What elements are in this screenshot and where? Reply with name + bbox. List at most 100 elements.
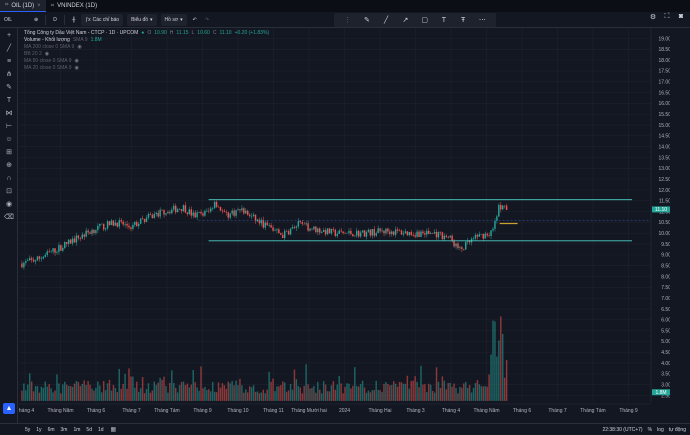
volume-bar — [69, 386, 72, 401]
text-icon[interactable]: T — [441, 16, 447, 24]
profile-button[interactable]: Hồ sơ ▾ — [160, 13, 187, 26]
eye-icon[interactable]: ◉ — [74, 58, 79, 64]
volume-bar — [414, 376, 416, 401]
range-button-1y[interactable]: 1y — [36, 426, 42, 433]
candle-body — [204, 210, 206, 216]
pattern-icon[interactable]: ⋈ — [5, 110, 13, 117]
candle-body — [139, 218, 142, 224]
indicator-bb[interactable]: BB 20 2 — [24, 51, 42, 57]
candle-body — [270, 225, 272, 228]
volume-bar — [276, 386, 278, 401]
price-tick-label: 19.00 — [658, 36, 670, 42]
tradingview-logo-icon[interactable]: ▲ — [3, 403, 15, 414]
volume-bar — [252, 385, 255, 401]
brush-icon[interactable]: ✎ — [363, 17, 370, 24]
candle-body — [283, 230, 286, 239]
line-icon[interactable]: ╱ — [384, 17, 389, 24]
pitchfork-icon[interactable]: ⋔ — [6, 71, 12, 78]
tab-vnindex[interactable]: ⌗ VNINDEX (1D) — [46, 0, 102, 12]
volume-bar — [451, 386, 453, 401]
eye-icon[interactable]: ◉ — [5, 201, 13, 208]
volume-tag — [652, 389, 670, 396]
indicator-ma200[interactable]: MA 200 close 0 SMA 9 — [24, 44, 75, 50]
text-note-icon[interactable]: Ŧ — [460, 16, 466, 24]
price-tick-label: 8.00 — [661, 274, 670, 280]
range-button-1m[interactable]: 1m — [73, 426, 81, 433]
candle-body — [455, 243, 457, 247]
eye-icon[interactable]: ◉ — [44, 51, 50, 57]
log-toggle[interactable]: log — [657, 427, 664, 433]
ray-icon[interactable]: ↗ — [402, 17, 409, 24]
eye-icon[interactable]: ◉ — [77, 44, 82, 50]
trend-line-icon[interactable]: ╱ — [6, 45, 12, 52]
settings-icon[interactable]: ⚙ — [649, 14, 657, 21]
volume-bar — [256, 391, 259, 401]
volume-bar — [373, 390, 375, 401]
auto-toggle[interactable]: tự động — [668, 427, 686, 433]
add-symbol-button[interactable]: ⊕ — [30, 14, 42, 26]
symbol-search-button[interactable]: OIL — [0, 14, 30, 26]
bar-style-button[interactable]: ╫ — [68, 14, 80, 26]
text-icon[interactable]: T — [6, 97, 12, 104]
percent-toggle[interactable]: % — [647, 427, 653, 433]
brush-icon[interactable]: ✎ — [6, 84, 12, 91]
candle-body — [410, 231, 412, 236]
undo-button[interactable]: ↶ — [189, 14, 201, 26]
price-tick-label: 2.50 — [661, 393, 670, 399]
drag-handle-icon[interactable]: ⋮ — [344, 17, 352, 24]
calendar-icon[interactable]: ▦ — [110, 427, 117, 433]
horizontal-line-icon[interactable]: ≡ — [6, 58, 12, 65]
range-button-6m[interactable]: 6m — [47, 426, 55, 433]
range-button-5y[interactable]: 5y — [25, 426, 31, 433]
candle-body — [289, 228, 292, 235]
volume-bar — [198, 390, 200, 401]
volume-bar — [412, 380, 414, 401]
volume-bar — [64, 381, 66, 401]
volume-bar — [322, 381, 325, 401]
indicators-button[interactable]: ƒx Các chỉ báo — [81, 13, 124, 26]
candle-body — [243, 208, 245, 214]
zoom-icon[interactable]: ⊕ — [6, 162, 12, 169]
volume-bar — [139, 388, 142, 401]
fullscreen-icon[interactable]: ⛶ — [664, 13, 670, 20]
interval-button[interactable]: D — [49, 14, 61, 26]
magnet-icon[interactable]: ∩ — [6, 175, 12, 182]
indicator-ma20[interactable]: MA 20 close 0 SMA 9 — [24, 65, 72, 71]
clock[interactable]: 22:38:30 (UTC+7) — [602, 427, 643, 433]
candle-body — [282, 234, 284, 239]
crosshair-icon[interactable]: + — [6, 32, 12, 39]
tab-oil[interactable]: ⌗ OIL (1D) × — [0, 0, 46, 12]
ruler-icon[interactable]: ⊢ — [5, 123, 13, 130]
time-axis[interactable]: Tháng 4 Tháng Năm Tháng 6 Tháng 7 Tháng Tám T… — [19, 403, 651, 414]
measure-icon[interactable]: ⊞ — [6, 149, 12, 156]
chart-type-button[interactable]: Biểu đồ ▾ — [127, 13, 157, 26]
price-chart[interactable]: 19.00 18.50 18.00 17.50 17.00 16.50 16.00 15.50… — [19, 28, 670, 423]
candle-body — [83, 234, 85, 237]
volume-bar — [173, 382, 175, 401]
candle-body — [480, 233, 483, 235]
emoji-icon[interactable]: ☺ — [5, 136, 13, 143]
range-button-3m[interactable]: 3m — [60, 426, 68, 433]
camera-icon[interactable]: ◙ — [678, 13, 684, 20]
price-tick-label: 14.50 — [658, 134, 670, 140]
open-value: 10.90 — [154, 30, 167, 36]
lock-icon[interactable]: ⊡ — [6, 188, 12, 195]
indicator-ma50[interactable]: MA 50 close 0 SMA 9 — [24, 58, 72, 64]
price-axis[interactable]: 19.00 18.50 18.00 17.50 17.00 16.50 16.00 15.50… — [650, 28, 670, 402]
current-price-tag-label: 11.10 — [655, 207, 667, 213]
candle-body — [229, 213, 231, 218]
profile-label: Hồ sơ — [164, 16, 179, 23]
range-button-1d[interactable]: 1d — [97, 426, 104, 433]
trash-icon[interactable]: ⌫ — [4, 214, 14, 221]
candle-body — [118, 220, 120, 227]
volume-bar — [217, 382, 220, 401]
eye-icon[interactable]: ◉ — [74, 65, 79, 71]
candle-body — [352, 234, 354, 237]
redo-button[interactable]: ↷ — [201, 14, 213, 26]
rectangle-icon[interactable]: ▢ — [421, 17, 428, 24]
volume-bar — [404, 383, 407, 401]
range-button-5d[interactable]: 5d — [86, 426, 92, 433]
close-icon[interactable]: × — [37, 2, 41, 9]
more-icon[interactable]: ⋯ — [478, 17, 486, 24]
volume-indicator-label[interactable]: Volume - Khối lượng — [24, 37, 70, 43]
